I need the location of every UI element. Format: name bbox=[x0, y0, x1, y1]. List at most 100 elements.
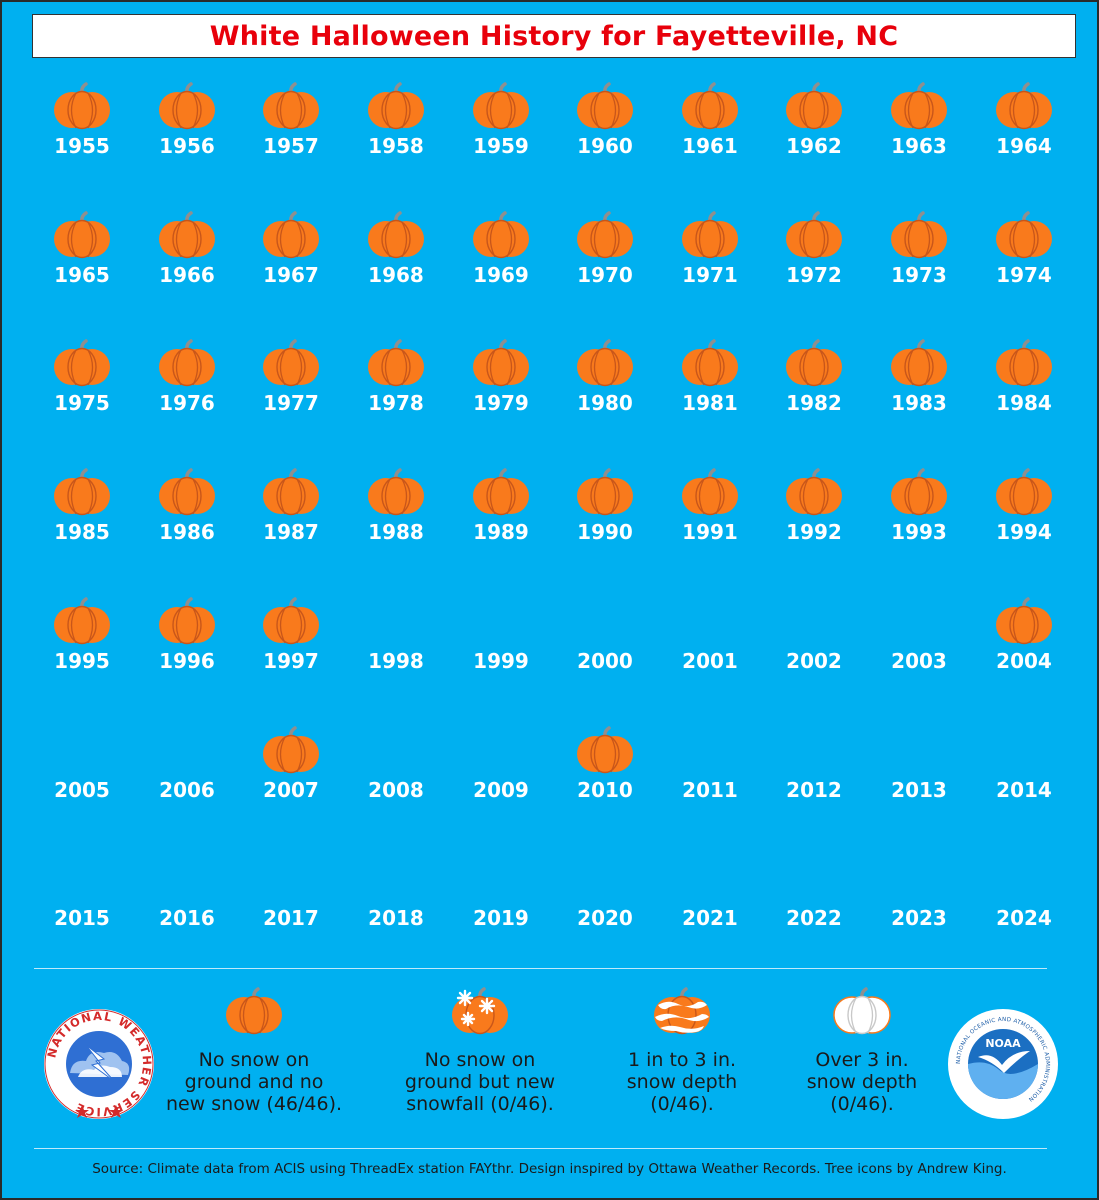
year-label: 1968 bbox=[368, 263, 424, 287]
pumpkin-icon bbox=[471, 468, 531, 516]
year-cell-2021: 2021 bbox=[658, 846, 762, 946]
year-cell-1957: 1957 bbox=[239, 74, 343, 174]
year-cell-2016: 2016 bbox=[135, 846, 239, 946]
pumpkin-icon bbox=[261, 82, 321, 130]
pumpkin-icon bbox=[680, 82, 740, 130]
year-label: 1983 bbox=[891, 391, 947, 415]
noaa-logo-text: NOAA bbox=[985, 1037, 1021, 1050]
year-label: 1966 bbox=[159, 263, 215, 287]
year-cell-1991: 1991 bbox=[658, 460, 762, 560]
year-label: 1997 bbox=[263, 649, 319, 673]
year-cell-1990: 1990 bbox=[553, 460, 657, 560]
year-label: 1987 bbox=[263, 520, 319, 544]
pumpkin-icon bbox=[575, 82, 635, 130]
year-grid: 1955 1956 1957 1958 1959 1960 1961 1962 1963 1964… bbox=[2, 2, 1097, 952]
year-cell-2014: 2014 bbox=[972, 718, 1076, 818]
pumpkin-icon bbox=[889, 339, 949, 387]
year-cell-2001: 2001 bbox=[658, 589, 762, 689]
year-label: 1985 bbox=[54, 520, 110, 544]
year-label: 1984 bbox=[996, 391, 1052, 415]
year-label: 1989 bbox=[473, 520, 529, 544]
pumpkin-icon bbox=[889, 468, 949, 516]
pumpkin-icon bbox=[157, 597, 217, 645]
year-label: 1956 bbox=[159, 134, 215, 158]
year-cell-1981: 1981 bbox=[658, 331, 762, 431]
year-cell-1992: 1992 bbox=[762, 460, 866, 560]
year-cell-1969: 1969 bbox=[449, 203, 553, 303]
pumpkin-icon bbox=[680, 211, 740, 259]
year-cell-2006: 2006 bbox=[135, 718, 239, 818]
year-label: 1972 bbox=[786, 263, 842, 287]
year-cell-1994: 1994 bbox=[972, 460, 1076, 560]
year-cell-1972: 1972 bbox=[762, 203, 866, 303]
noaa-logo-icon: NATIONAL OCEANIC AND ATMOSPHERIC ADMINIS… bbox=[946, 1007, 1060, 1121]
pumpkin-icon bbox=[784, 468, 844, 516]
year-label: 1961 bbox=[682, 134, 738, 158]
year-label: 2022 bbox=[786, 906, 842, 930]
year-cell-2024: 2024 bbox=[972, 846, 1076, 946]
year-cell-1980: 1980 bbox=[553, 331, 657, 431]
year-label: 1979 bbox=[473, 391, 529, 415]
year-label: 2011 bbox=[682, 778, 738, 802]
year-cell-2012: 2012 bbox=[762, 718, 866, 818]
year-label: 1967 bbox=[263, 263, 319, 287]
pumpkin-icon bbox=[471, 82, 531, 130]
pumpkin-icon bbox=[261, 468, 321, 516]
snowflake-pumpkin-icon bbox=[450, 987, 510, 1035]
pumpkin-icon bbox=[471, 339, 531, 387]
year-label: 1999 bbox=[473, 649, 529, 673]
year-label: 2003 bbox=[891, 649, 947, 673]
year-cell-1967: 1967 bbox=[239, 203, 343, 303]
divider-top bbox=[34, 968, 1047, 969]
year-cell-2002: 2002 bbox=[762, 589, 866, 689]
year-label: 1998 bbox=[368, 649, 424, 673]
year-cell-1997: 1997 bbox=[239, 589, 343, 689]
year-label: 2000 bbox=[577, 649, 633, 673]
year-cell-2000: 2000 bbox=[553, 589, 657, 689]
year-label: 1964 bbox=[996, 134, 1052, 158]
year-label: 2016 bbox=[159, 906, 215, 930]
pumpkin-icon bbox=[157, 339, 217, 387]
year-label: 2007 bbox=[263, 778, 319, 802]
year-cell-2023: 2023 bbox=[867, 846, 971, 946]
year-cell-1959: 1959 bbox=[449, 74, 553, 174]
year-label: 2013 bbox=[891, 778, 947, 802]
year-label: 2012 bbox=[786, 778, 842, 802]
year-cell-1993: 1993 bbox=[867, 460, 971, 560]
divider-bottom bbox=[34, 1148, 1047, 1149]
year-label: 1991 bbox=[682, 520, 738, 544]
pumpkin-icon bbox=[52, 597, 112, 645]
year-label: 2008 bbox=[368, 778, 424, 802]
year-cell-1987: 1987 bbox=[239, 460, 343, 560]
legend-panel: NATIONAL WEATHER SERVICE bbox=[2, 977, 1097, 1147]
year-label: 1978 bbox=[368, 391, 424, 415]
year-cell-1998: 1998 bbox=[344, 589, 448, 689]
year-label: 2020 bbox=[577, 906, 633, 930]
year-label: 2015 bbox=[54, 906, 110, 930]
pumpkin-icon bbox=[52, 82, 112, 130]
year-cell-1975: 1975 bbox=[30, 331, 134, 431]
year-label: 2002 bbox=[786, 649, 842, 673]
pumpkin-icon bbox=[994, 339, 1054, 387]
year-label: 2019 bbox=[473, 906, 529, 930]
pumpkin-icon bbox=[261, 597, 321, 645]
year-cell-1964: 1964 bbox=[972, 74, 1076, 174]
legend-text-new-snowfall: No snow on ground but new snowfall (0/46). bbox=[404, 1049, 556, 1115]
year-cell-2018: 2018 bbox=[344, 846, 448, 946]
pumpkin-icon bbox=[471, 211, 531, 259]
year-cell-1976: 1976 bbox=[135, 331, 239, 431]
year-cell-2005: 2005 bbox=[30, 718, 134, 818]
year-cell-1984: 1984 bbox=[972, 331, 1076, 431]
year-label: 1965 bbox=[54, 263, 110, 287]
year-label: 1993 bbox=[891, 520, 947, 544]
source-note: Source: Climate data from ACIS using Thr… bbox=[92, 1161, 1007, 1177]
year-label: 1971 bbox=[682, 263, 738, 287]
year-label: 1996 bbox=[159, 649, 215, 673]
year-cell-1956: 1956 bbox=[135, 74, 239, 174]
year-label: 2021 bbox=[682, 906, 738, 930]
title-box: White Halloween History for Fayetteville… bbox=[32, 14, 1076, 58]
year-label: 1988 bbox=[368, 520, 424, 544]
year-cell-1958: 1958 bbox=[344, 74, 448, 174]
year-cell-2020: 2020 bbox=[553, 846, 657, 946]
year-label: 1982 bbox=[786, 391, 842, 415]
